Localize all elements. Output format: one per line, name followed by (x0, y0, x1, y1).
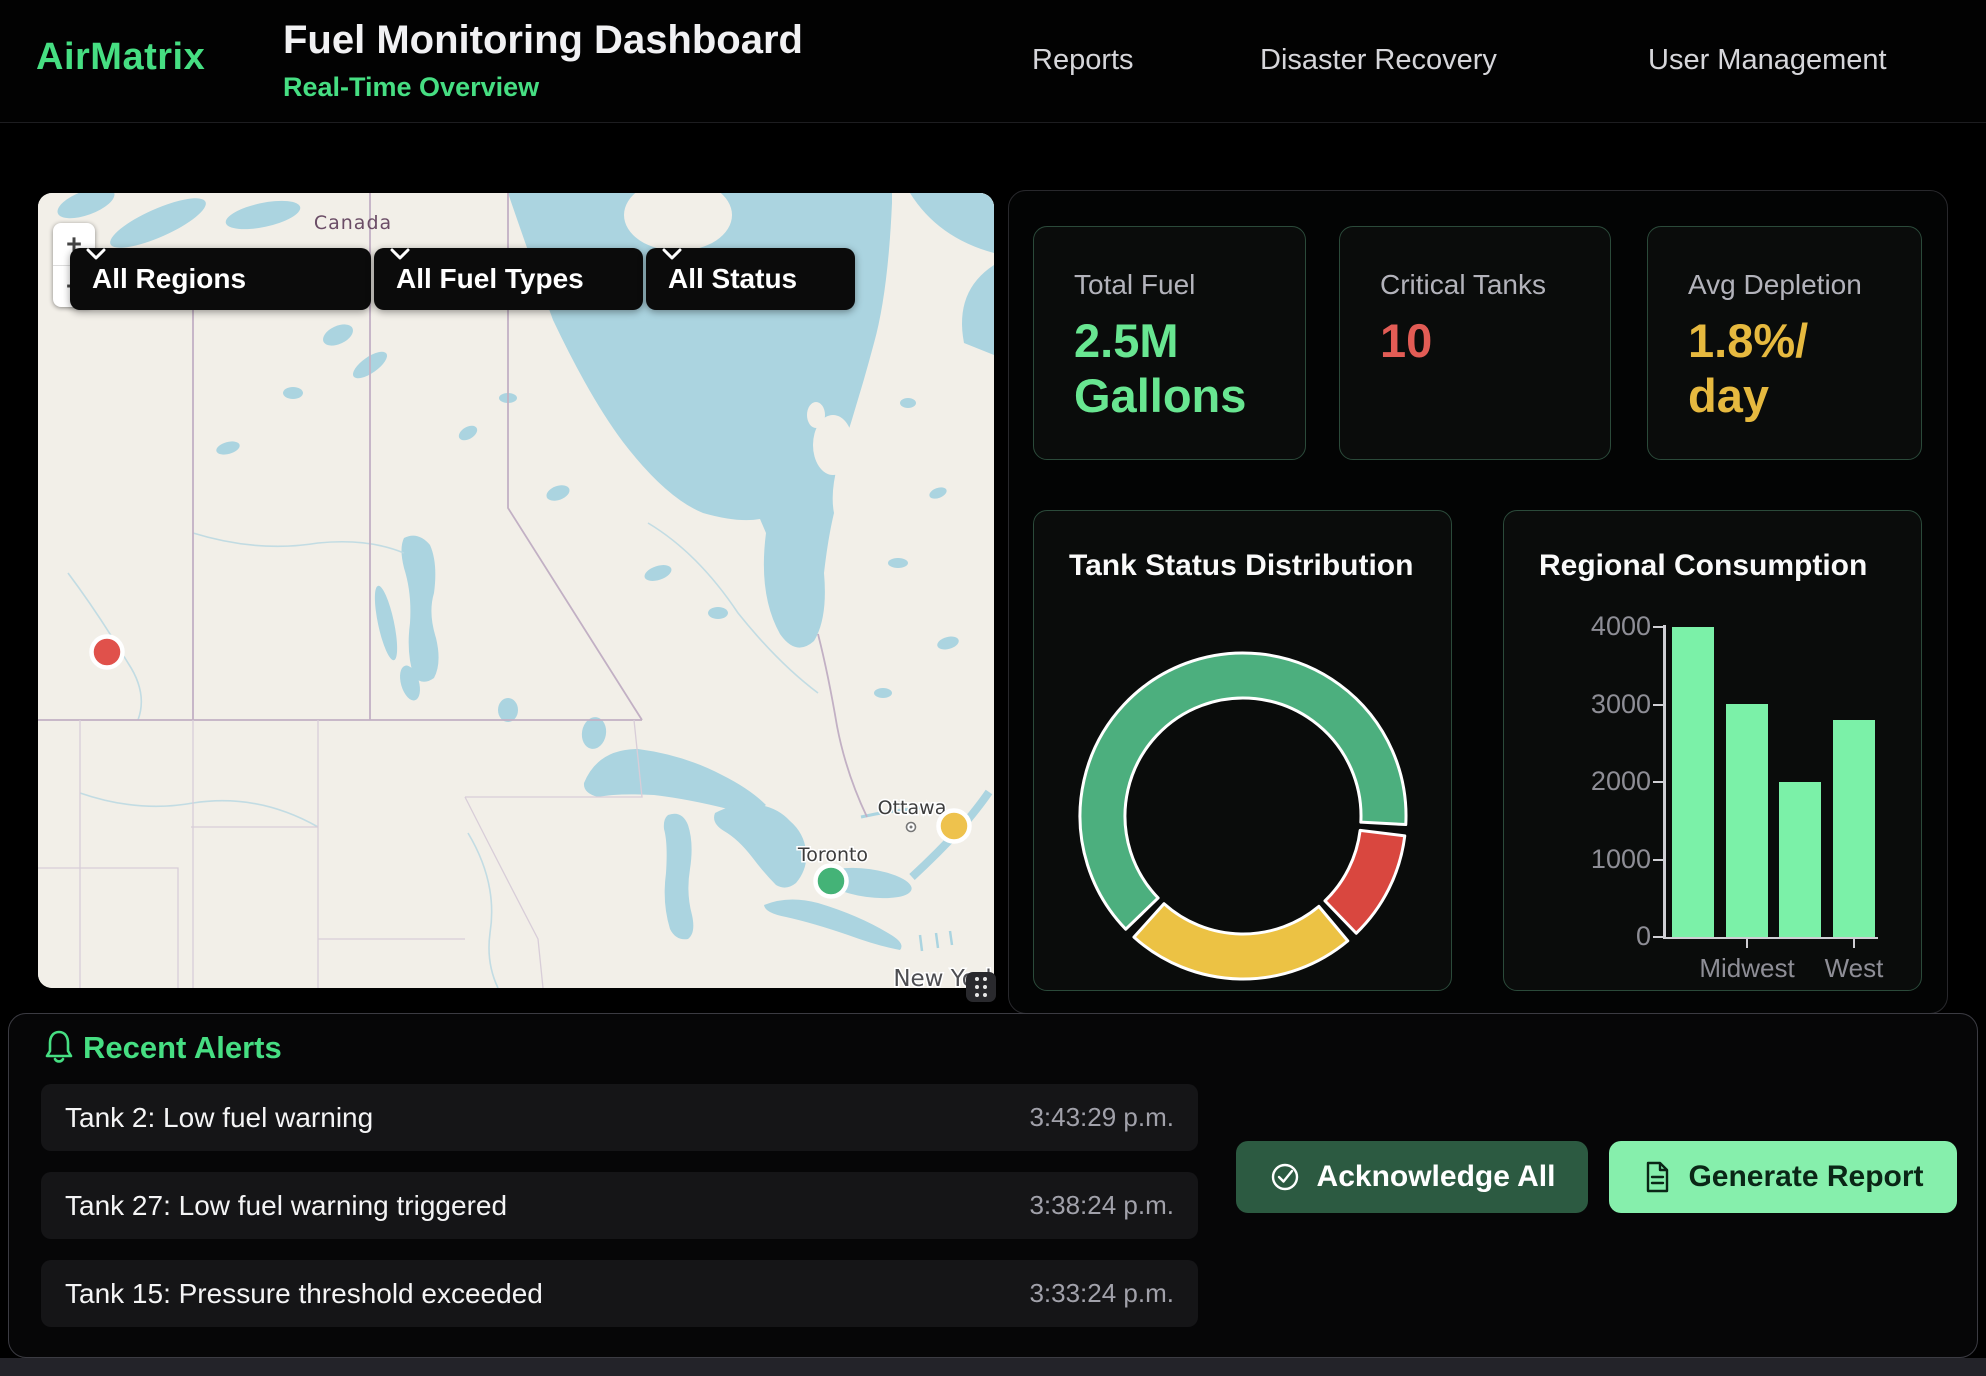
bottom-bar (0, 1358, 1986, 1376)
tank-map[interactable]: Canada Ottawa Toronto New York + − All R… (38, 193, 994, 988)
metrics-panel: Total Fuel 2.5M Gallons Critical Tanks 1… (1008, 190, 1948, 1014)
bar-region-2 (1726, 704, 1768, 937)
bar-region-3 (1779, 782, 1821, 937)
alert-time: 3:38:24 p.m. (1029, 1190, 1174, 1221)
regional-consumption-card: Regional Consumption 01000200030004000Mi… (1503, 510, 1922, 991)
title-block: Fuel Monitoring Dashboard Real-Time Over… (283, 18, 803, 103)
fuel-type-filter-value: All Fuel Types (396, 263, 584, 295)
y-tick-label: 2000 (1559, 766, 1651, 798)
nav-user-management[interactable]: User Management (1648, 44, 1887, 77)
report-document-icon (1642, 1160, 1672, 1194)
x-tick-label: Midwest (1687, 953, 1807, 984)
recent-alerts-title: Recent Alerts (83, 1030, 282, 1066)
page-title: Fuel Monitoring Dashboard (283, 18, 803, 62)
tank-status-distribution-card: Tank Status Distribution (1033, 510, 1452, 991)
y-tick-label: 0 (1559, 921, 1651, 953)
y-tick (1653, 859, 1663, 861)
chevron-down-icon (86, 248, 106, 261)
tank-marker-warning[interactable] (939, 811, 970, 842)
stat-card-avg-depletion: Avg Depletion 1.8%/ day (1647, 226, 1922, 460)
check-circle-icon (1269, 1161, 1301, 1193)
recent-alerts-panel: Recent Alerts Tank 2: Low fuel warning 3… (8, 1013, 1978, 1358)
alert-text: Tank 27: Low fuel warning triggered (65, 1190, 507, 1222)
regions-filter-value: All Regions (92, 263, 246, 295)
alert-row: Tank 27: Low fuel warning triggered 3:38… (41, 1172, 1198, 1239)
map-label-ottawa: Ottawa (878, 797, 947, 819)
acknowledge-all-button[interactable]: Acknowledge All (1236, 1141, 1588, 1213)
bar-region-1 (1672, 627, 1714, 937)
alert-row: Tank 2: Low fuel warning 3:43:29 p.m. (41, 1084, 1198, 1151)
tank-status-donut-chart (1034, 619, 1453, 990)
alert-row: Tank 15: Pressure threshold exceeded 3:3… (41, 1260, 1198, 1327)
alert-text: Tank 15: Pressure threshold exceeded (65, 1278, 543, 1310)
y-tick (1653, 704, 1663, 706)
donut-chart-title: Tank Status Distribution (1069, 549, 1413, 583)
app-logo: AirMatrix (36, 36, 205, 79)
stat-label: Avg Depletion (1688, 269, 1862, 301)
alert-text: Tank 2: Low fuel warning (65, 1102, 373, 1134)
map-canvas: Canada Ottawa Toronto New York (38, 193, 994, 988)
stat-value: 10 (1380, 313, 1432, 368)
header-bar: AirMatrix Fuel Monitoring Dashboard Real… (0, 0, 1986, 123)
y-tick (1653, 781, 1663, 783)
alert-time: 3:43:29 p.m. (1029, 1102, 1174, 1133)
nav-disaster-recovery[interactable]: Disaster Recovery (1260, 44, 1497, 77)
donut-yellow-segment (1134, 904, 1348, 979)
stat-label: Critical Tanks (1380, 269, 1546, 301)
y-tick-label: 1000 (1559, 844, 1651, 876)
fuel-monitoring-dashboard: AirMatrix Fuel Monitoring Dashboard Real… (0, 0, 1986, 1376)
tank-marker-critical[interactable] (92, 637, 123, 668)
x-tick (1746, 939, 1748, 948)
regional-consumption-bar-chart: 0 1000 2000 3000 4000 MidwestWest (1504, 511, 1923, 992)
status-filter-dropdown[interactable]: All Status (646, 248, 855, 310)
x-tick-label: West (1794, 953, 1914, 984)
regions-filter-dropdown[interactable]: All Regions (70, 248, 371, 310)
tank-marker-normal[interactable] (816, 866, 847, 897)
bell-icon (43, 1028, 75, 1066)
stat-value: 1.8%/ day (1688, 313, 1808, 424)
nav-reports[interactable]: Reports (1032, 44, 1134, 77)
y-tick-label: 3000 (1559, 689, 1651, 721)
chevron-down-icon (390, 248, 410, 261)
generate-report-button[interactable]: Generate Report (1609, 1141, 1957, 1213)
status-filter-value: All Status (668, 263, 797, 295)
y-tick (1653, 936, 1663, 938)
y-axis-line (1663, 625, 1666, 939)
stat-card-total-fuel: Total Fuel 2.5M Gallons (1033, 226, 1306, 460)
y-tick (1653, 626, 1663, 628)
x-axis-line (1663, 937, 1878, 939)
x-tick (1853, 939, 1855, 948)
bar-region-4 (1833, 720, 1875, 937)
map-label-toronto: Toronto (797, 844, 868, 866)
chevron-down-icon (662, 248, 682, 261)
alert-time: 3:33:24 p.m. (1029, 1278, 1174, 1309)
page-subtitle: Real-Time Overview (283, 72, 803, 103)
ottawa-town-icon-dot (910, 826, 913, 829)
stat-label: Total Fuel (1074, 269, 1195, 301)
map-label-canada: Canada (314, 212, 392, 234)
stat-value: 2.5M Gallons (1074, 313, 1246, 424)
map-resize-grip[interactable] (966, 972, 996, 1002)
fuel-type-filter-dropdown[interactable]: All Fuel Types (374, 248, 643, 310)
y-tick-label: 4000 (1559, 611, 1651, 643)
stat-card-critical-tanks: Critical Tanks 10 (1339, 226, 1611, 460)
donut-red-segment (1325, 830, 1405, 933)
